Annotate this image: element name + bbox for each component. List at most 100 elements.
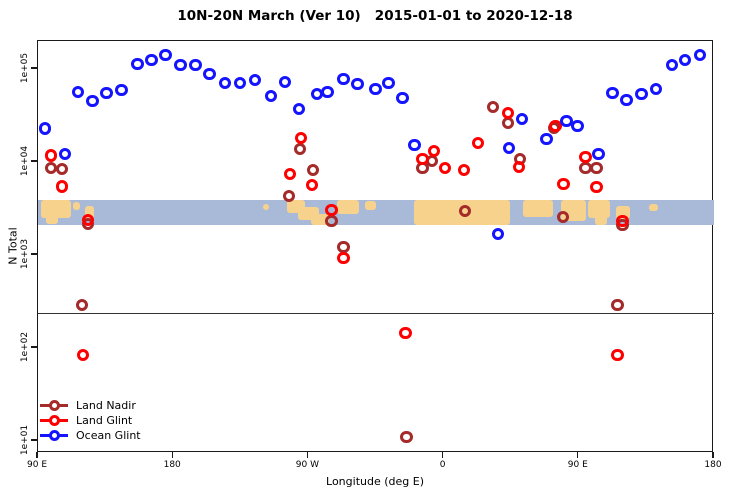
data-point-land-glint: [427, 144, 441, 158]
data-point-land-glint: [325, 203, 338, 217]
legend-row: Ocean Glint: [40, 428, 141, 443]
legend-row: Land Glint: [40, 413, 141, 428]
data-point-ocean-glint: [351, 77, 364, 91]
data-point-ocean-glint: [189, 58, 202, 72]
data-point-ocean-glint: [382, 76, 395, 90]
data-point-ocean-glint: [58, 147, 72, 161]
data-point-ocean-glint: [396, 91, 409, 105]
data-point-ocean-glint: [71, 85, 85, 99]
y-tick-label: 1e+04: [20, 145, 30, 177]
data-point-land-glint: [305, 178, 319, 192]
land-region: [336, 200, 360, 214]
legend-label: Land Glint: [76, 414, 133, 427]
data-point-land-nadir: [325, 214, 338, 228]
data-point-ocean-glint: [502, 141, 516, 155]
x-tick-label: 180: [163, 460, 181, 470]
data-point-land-glint: [471, 136, 485, 150]
data-point-ocean-glint: [337, 72, 350, 86]
land-region: [45, 211, 58, 224]
reference-line: [38, 312, 714, 314]
data-point-land-glint: [616, 214, 629, 228]
land-region: [595, 211, 608, 226]
y-tick-mark: [31, 253, 37, 255]
x-tick-label: 0: [439, 460, 446, 470]
data-point-land-glint: [76, 348, 90, 362]
legend-circle-icon: [48, 415, 60, 426]
land-region: [365, 201, 376, 211]
legend-marker: [40, 399, 68, 412]
data-point-land-glint: [294, 131, 308, 145]
data-point-ocean-glint: [203, 67, 216, 81]
data-point-land-nadir: [55, 162, 69, 176]
legend-label: Land Nadir: [76, 399, 136, 412]
data-point-land-nadir: [556, 210, 570, 224]
x-tick-mark: [712, 452, 714, 458]
data-point-ocean-glint: [159, 48, 172, 62]
data-point-ocean-glint: [321, 85, 334, 99]
data-point-land-nadir: [486, 100, 500, 114]
data-point-ocean-glint: [174, 58, 187, 72]
x-tick-mark: [306, 452, 308, 458]
data-point-ocean-glint: [38, 122, 52, 135]
y-tick-label: 1e+05: [20, 52, 30, 84]
data-point-ocean-glint: [278, 75, 292, 89]
data-point-ocean-glint: [292, 102, 306, 116]
x-tick-mark: [577, 452, 579, 458]
data-point-ocean-glint: [665, 58, 679, 72]
legend-marker: [40, 429, 68, 442]
plot-area: [37, 40, 714, 452]
data-point-ocean-glint: [560, 114, 573, 128]
data-point-land-glint: [416, 152, 429, 166]
data-point-land-glint: [512, 160, 525, 174]
land-region: [72, 202, 81, 210]
legend-row: Land Nadir: [40, 398, 141, 413]
legend-label: Ocean Glint: [76, 429, 141, 442]
land-region: [84, 205, 94, 220]
data-point-land-nadir: [611, 298, 624, 312]
land-region: [311, 213, 330, 226]
x-tick-mark: [171, 452, 173, 458]
data-point-land-glint: [557, 177, 570, 191]
data-point-land-glint: [579, 150, 592, 164]
data-point-ocean-glint: [369, 82, 382, 96]
y-tick-mark: [31, 346, 37, 348]
data-point-land-nadir: [458, 204, 472, 218]
land-region: [523, 200, 554, 218]
x-tick-label: 90 E: [27, 460, 47, 470]
data-point-ocean-glint: [408, 138, 421, 152]
data-point-ocean-glint: [515, 112, 529, 126]
y-tick-mark: [31, 160, 37, 162]
y-tick-mark: [31, 67, 37, 69]
data-point-land-glint: [590, 180, 603, 194]
data-point-ocean-glint: [233, 76, 247, 90]
x-tick-label: 90 W: [295, 460, 319, 470]
data-point-land-glint: [44, 149, 58, 162]
data-point-land-glint: [55, 180, 69, 193]
x-tick-mark: [36, 452, 38, 458]
data-point-ocean-glint: [693, 48, 707, 62]
data-point-ocean-glint: [592, 147, 605, 161]
chart-title: 10N-20N March (Ver 10) 2015-01-01 to 202…: [177, 8, 573, 24]
data-point-land-glint: [283, 167, 297, 181]
x-tick-label: 90 E: [567, 460, 588, 470]
land-region: [649, 203, 659, 212]
data-point-ocean-glint: [218, 76, 232, 90]
y-tick-label: 1e+01: [20, 424, 30, 456]
data-point-ocean-glint: [678, 53, 692, 67]
data-point-land-glint: [438, 161, 452, 175]
data-point-land-nadir: [282, 189, 296, 203]
data-point-ocean-glint: [86, 94, 99, 108]
data-point-land-nadir: [75, 298, 89, 312]
data-point-land-nadir: [400, 430, 413, 444]
y-axis-title: N Total: [6, 227, 20, 265]
data-point-ocean-glint: [540, 132, 553, 146]
data-point-ocean-glint: [100, 86, 113, 100]
data-point-ocean-glint: [649, 82, 663, 96]
data-point-ocean-glint: [145, 53, 158, 67]
data-point-land-glint: [81, 213, 95, 227]
x-axis-title: Longitude (deg E): [326, 475, 424, 488]
legend: Land Nadir Land Glint Ocean Glint: [40, 398, 141, 443]
data-point-land-glint: [337, 251, 350, 265]
data-point-land-nadir: [590, 161, 603, 175]
